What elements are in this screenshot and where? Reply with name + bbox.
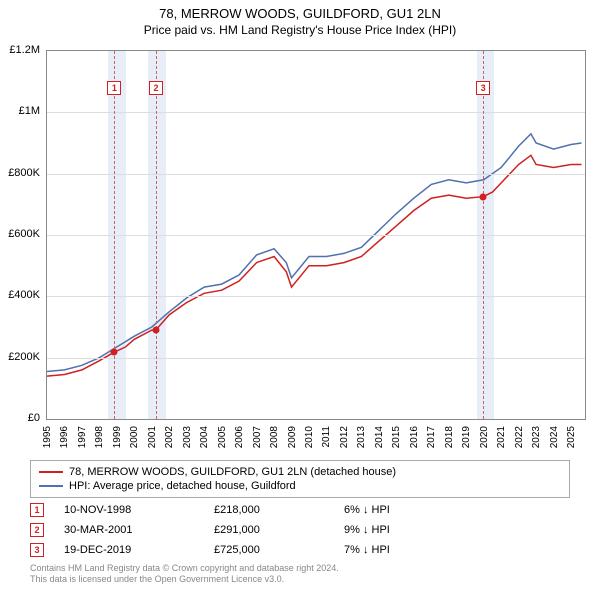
sale-row: 1 10-NOV-1998£218,0006% ↓ HPI [30,500,570,520]
y-tick-label: £400K [8,289,40,301]
sale-row-price: £291,000 [214,524,344,536]
sale-row-date: 30-MAR-2001 [64,524,214,536]
x-tick-label: 1996 [59,426,70,448]
sale-row: 2 30-MAR-2001£291,0009% ↓ HPI [30,520,570,540]
x-tick-label: 2009 [287,426,298,448]
sale-row-price: £218,000 [214,504,344,516]
sale-row-delta: 9% ↓ HPI [344,524,444,536]
x-tick-label: 2004 [199,426,210,448]
x-tick-label: 2021 [496,426,507,448]
x-tick-label: 2019 [461,426,472,448]
x-tick-label: 2008 [269,426,280,448]
sale-marker-box: 1 [107,81,121,95]
sale-marker-line [483,51,484,419]
legend-item: 78, MERROW WOODS, GUILDFORD, GU1 2LN (de… [39,465,561,479]
x-tick-label: 2013 [356,426,367,448]
x-tick-label: 1997 [77,426,88,448]
sale-marker-line [156,51,157,419]
x-tick-label: 2012 [339,426,350,448]
chart-subtitle: Price paid vs. HM Land Registry's House … [0,23,600,37]
y-tick-label: £600K [8,228,40,240]
gridline [47,112,585,113]
title-block: 78, MERROW WOODS, GUILDFORD, GU1 2LN Pri… [0,0,600,37]
gridline [47,358,585,359]
sale-marker-box: 3 [476,81,490,95]
x-tick-label: 2024 [549,426,560,448]
sale-row-delta: 6% ↓ HPI [344,504,444,516]
x-tick-label: 2006 [234,426,245,448]
sale-row-id: 2 [30,523,44,537]
sale-row-date: 10-NOV-1998 [64,504,214,516]
gridline [47,296,585,297]
y-tick-label: £0 [28,412,40,424]
sales-table: 1 10-NOV-1998£218,0006% ↓ HPI 2 30-MAR-2001… [30,500,570,560]
y-tick-label: £800K [8,167,40,179]
x-tick-label: 2016 [409,426,420,448]
sale-row-delta: 7% ↓ HPI [344,544,444,556]
sale-row-id: 1 [30,503,44,517]
x-tick-label: 2018 [444,426,455,448]
sale-row: 3 19-DEC-2019£725,0007% ↓ HPI [30,540,570,560]
legend: 78, MERROW WOODS, GUILDFORD, GU1 2LN (de… [30,460,570,498]
x-tick-label: 2007 [252,426,263,448]
x-tick-label: 2011 [321,426,332,448]
legend-swatch [39,471,63,473]
gridline [47,235,585,236]
sale-marker-dot [152,326,159,333]
x-tick-label: 2015 [391,426,402,448]
legend-label: 78, MERROW WOODS, GUILDFORD, GU1 2LN (de… [69,466,396,478]
x-tick-label: 1998 [94,426,105,448]
legend-item: HPI: Average price, detached house, Guil… [39,479,561,493]
x-tick-label: 1995 [42,426,53,448]
sale-row-id: 3 [30,543,44,557]
sale-marker-line [114,51,115,419]
series-hpi [47,134,582,372]
x-tick-label: 2022 [514,426,525,448]
sale-row-price: £725,000 [214,544,344,556]
x-tick-label: 2017 [426,426,437,448]
gridline [47,174,585,175]
footer-line-1: Contains HM Land Registry data © Crown c… [30,563,570,574]
plot-area: 1 2 3 [46,50,586,420]
x-tick-label: 2020 [479,426,490,448]
x-tick-label: 2003 [182,426,193,448]
x-tick-label: 2000 [129,426,140,448]
y-tick-label: £200K [8,351,40,363]
x-tick-label: 2005 [217,426,228,448]
chart-container: 78, MERROW WOODS, GUILDFORD, GU1 2LN Pri… [0,0,600,590]
chart-title: 78, MERROW WOODS, GUILDFORD, GU1 2LN [0,6,600,21]
attribution-footer: Contains HM Land Registry data © Crown c… [30,563,570,585]
x-tick-label: 2023 [531,426,542,448]
sale-marker-dot [480,193,487,200]
legend-label: HPI: Average price, detached house, Guil… [69,480,296,492]
x-tick-label: 2025 [566,426,577,448]
y-axis: £0£200K£400K£600K£800K£1M£1.2M [0,50,44,420]
x-tick-label: 2014 [374,426,385,448]
series-property [47,155,582,376]
y-tick-label: £1M [19,105,40,117]
x-tick-label: 2001 [147,426,158,448]
y-tick-label: £1.2M [9,44,40,56]
footer-line-2: This data is licensed under the Open Gov… [30,574,570,585]
x-tick-label: 2002 [164,426,175,448]
sale-marker-box: 2 [149,81,163,95]
x-tick-label: 2010 [304,426,315,448]
sale-row-date: 19-DEC-2019 [64,544,214,556]
sale-marker-dot [111,349,118,356]
x-axis: 1995199619971998199920002001200220032004… [46,420,586,456]
legend-swatch [39,485,63,487]
x-tick-label: 1999 [112,426,123,448]
